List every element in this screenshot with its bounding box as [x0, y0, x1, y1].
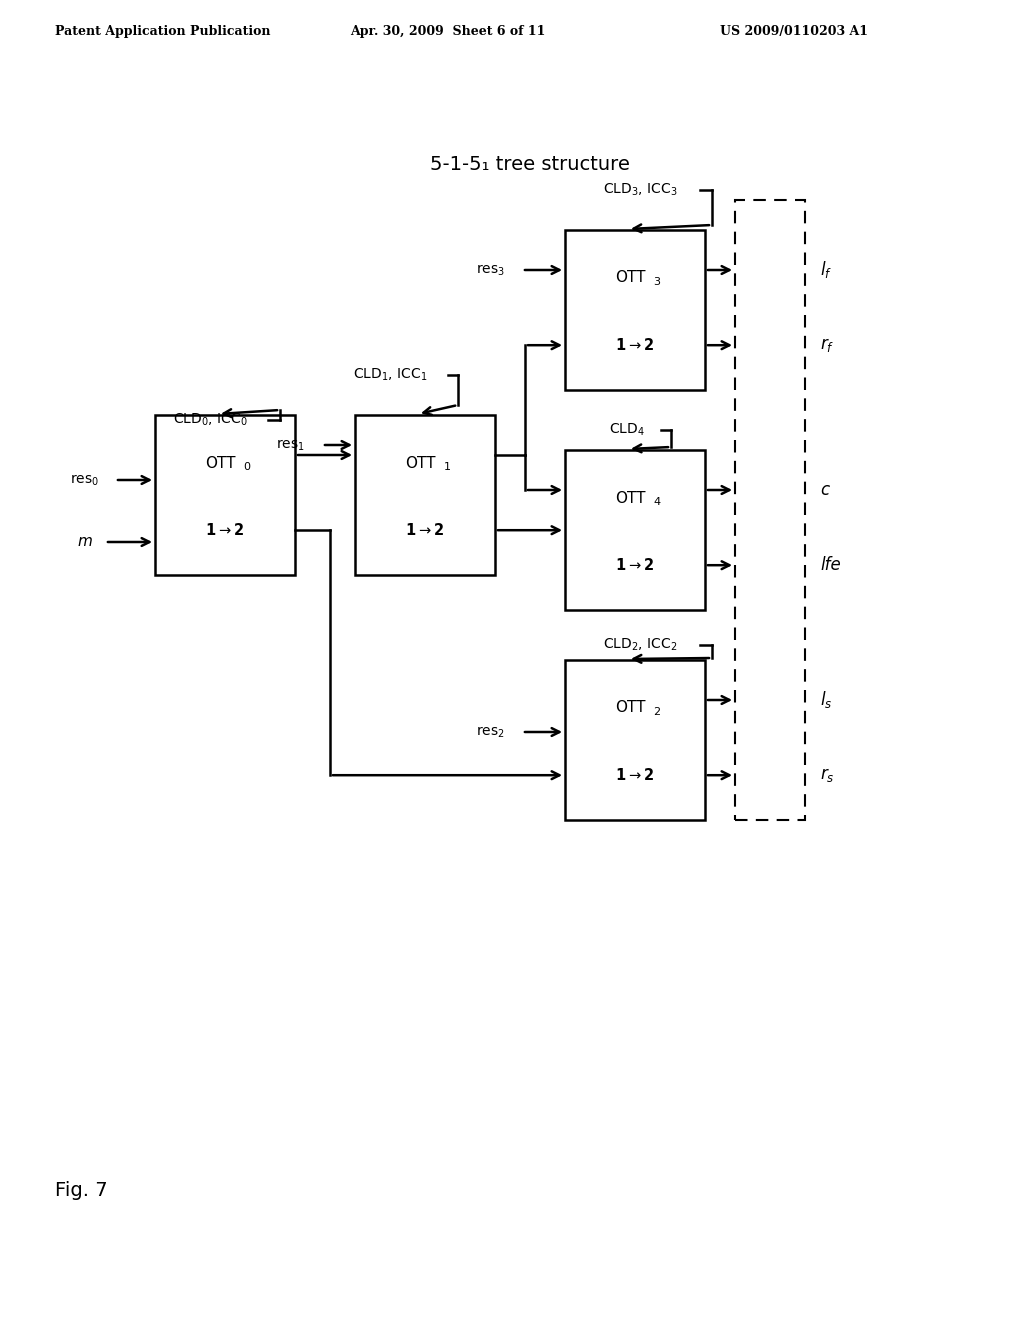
Text: OTT: OTT: [614, 701, 645, 715]
Bar: [565, 450, 705, 610]
Text: m: m: [78, 535, 92, 549]
Bar: [155, 414, 295, 576]
Text: 1: 1: [443, 462, 451, 473]
Text: 1$\rightarrow$2: 1$\rightarrow$2: [206, 523, 245, 539]
Text: OTT: OTT: [404, 455, 435, 470]
Text: 1$\rightarrow$2: 1$\rightarrow$2: [615, 337, 654, 354]
Text: res$_2$: res$_2$: [475, 725, 505, 739]
Text: 2: 2: [653, 708, 660, 717]
Text: CLD$_2$, ICC$_2$: CLD$_2$, ICC$_2$: [603, 636, 677, 653]
Text: Fig. 7: Fig. 7: [55, 1180, 108, 1200]
Bar: [735, 201, 805, 820]
Text: lfe: lfe: [820, 556, 841, 574]
Text: CLD$_0$, ICC$_0$: CLD$_0$, ICC$_0$: [173, 412, 248, 428]
Text: $l_f$: $l_f$: [820, 260, 833, 281]
Text: Patent Application Publication: Patent Application Publication: [55, 25, 270, 38]
Text: CLD$_4$: CLD$_4$: [609, 422, 645, 438]
Text: CLD$_3$, ICC$_3$: CLD$_3$, ICC$_3$: [603, 182, 677, 198]
Text: res$_3$: res$_3$: [475, 263, 505, 277]
Text: CLD$_1$, ICC$_1$: CLD$_1$, ICC$_1$: [352, 367, 427, 383]
Text: res$_0$: res$_0$: [71, 473, 99, 487]
Text: 1$\rightarrow$2: 1$\rightarrow$2: [406, 523, 444, 539]
Text: 1$\rightarrow$2: 1$\rightarrow$2: [615, 557, 654, 573]
Bar: [565, 660, 705, 820]
Text: c: c: [820, 480, 829, 499]
Text: $r_s$: $r_s$: [820, 766, 835, 784]
Text: 5-1-5₁ tree structure: 5-1-5₁ tree structure: [430, 156, 630, 174]
Bar: [565, 230, 705, 389]
Text: res$_1$: res$_1$: [275, 437, 304, 453]
Text: US 2009/0110203 A1: US 2009/0110203 A1: [720, 25, 868, 38]
Text: 3: 3: [653, 277, 660, 286]
Text: OTT: OTT: [614, 491, 645, 506]
Text: $l_s$: $l_s$: [820, 689, 833, 710]
Text: OTT: OTT: [205, 455, 236, 470]
Text: $r_f$: $r_f$: [820, 337, 835, 354]
Text: 0: 0: [244, 462, 251, 473]
Text: 4: 4: [653, 498, 660, 507]
Text: 1$\rightarrow$2: 1$\rightarrow$2: [615, 767, 654, 783]
Text: Apr. 30, 2009  Sheet 6 of 11: Apr. 30, 2009 Sheet 6 of 11: [350, 25, 546, 38]
Bar: [355, 414, 495, 576]
Text: OTT: OTT: [614, 271, 645, 285]
